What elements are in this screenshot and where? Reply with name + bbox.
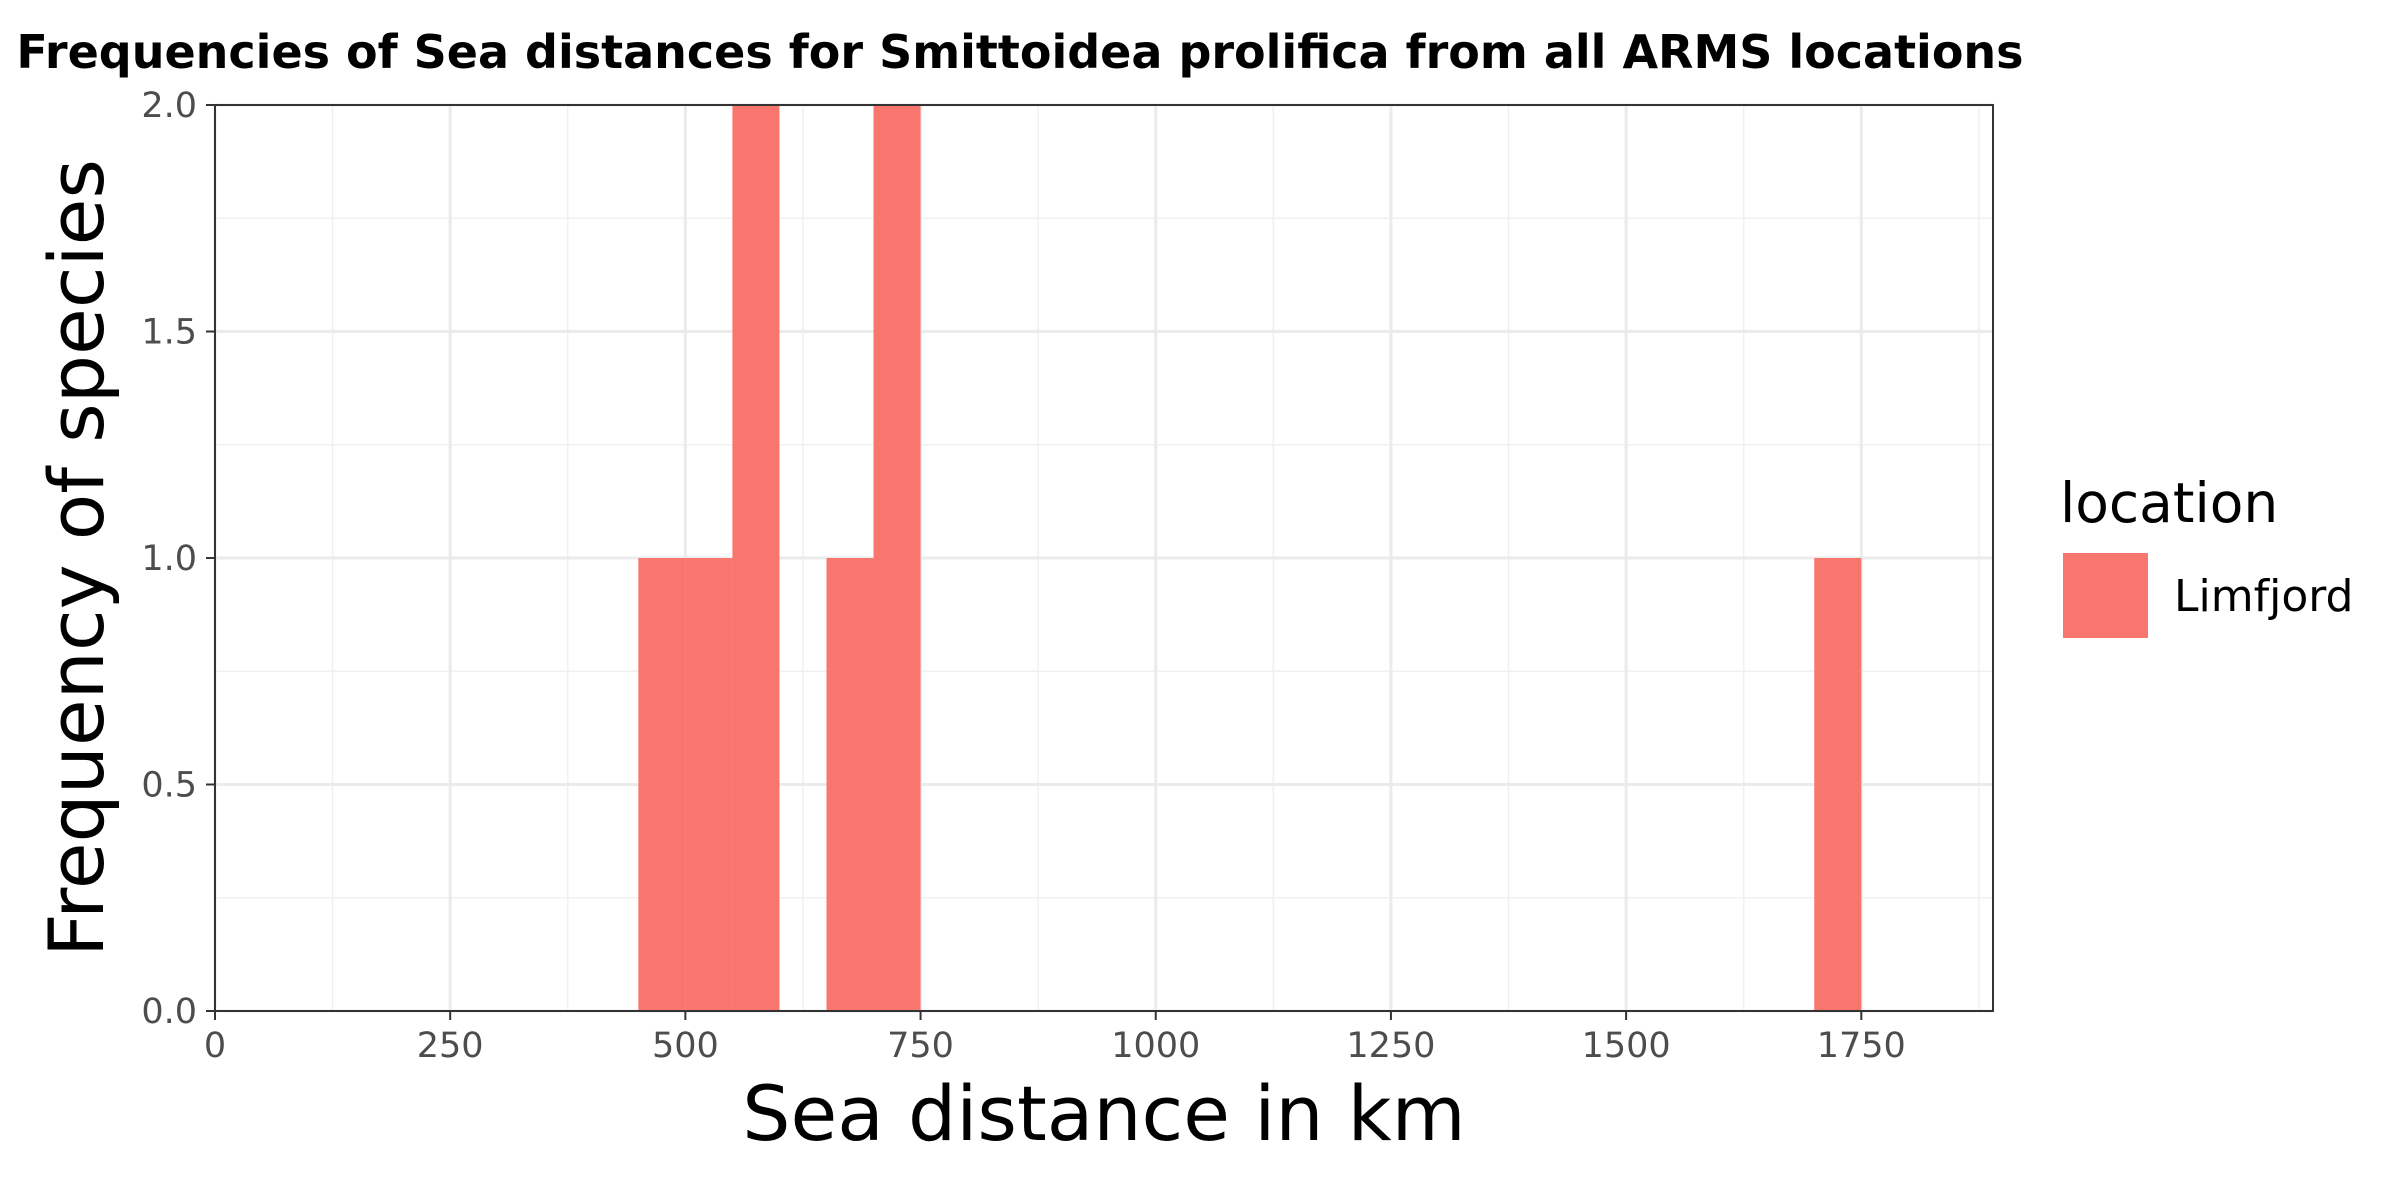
x-axis-title: Sea distance in km: [742, 1069, 1465, 1158]
y-tick-label: 1.5: [141, 313, 197, 353]
x-tick-label: 1500: [1582, 1026, 1671, 1066]
legend: location Limfjord: [2060, 471, 2353, 638]
x-tick-label: 1750: [1817, 1026, 1906, 1066]
bars: [638, 105, 1862, 1011]
chart-title: Frequencies of Sea distances for Smittoi…: [16, 25, 2023, 79]
x-tick-label: 1000: [1111, 1026, 1200, 1066]
histogram-bar: [873, 105, 921, 1011]
y-tick-label: 1.0: [141, 539, 197, 579]
legend-title: location: [2060, 471, 2278, 535]
histogram-bar: [732, 105, 780, 1011]
y-tick-label: 2.0: [141, 86, 197, 126]
histogram-bar: [1814, 558, 1862, 1011]
x-tick-label: 1250: [1346, 1026, 1435, 1066]
y-tick-label: 0.0: [141, 992, 197, 1032]
x-tick-label: 500: [652, 1026, 719, 1066]
histogram-bar: [638, 558, 686, 1011]
legend-label-limfjord: Limfjord: [2174, 571, 2353, 622]
histogram-bar: [685, 558, 733, 1011]
x-axis-ticks: 0 250 500 750 1000 1250 1500 1750: [204, 1011, 1906, 1066]
histogram-bar: [826, 558, 874, 1011]
x-tick-label: 750: [887, 1026, 954, 1066]
x-tick-label: 0: [204, 1026, 226, 1066]
y-axis-ticks: 0.0 0.5 1.0 1.5 2.0: [141, 86, 215, 1032]
x-tick-label: 250: [417, 1026, 484, 1066]
y-axis-title: Frequency of species: [32, 159, 121, 957]
y-tick-label: 0.5: [141, 766, 197, 806]
legend-key-limfjord: [2063, 553, 2148, 638]
